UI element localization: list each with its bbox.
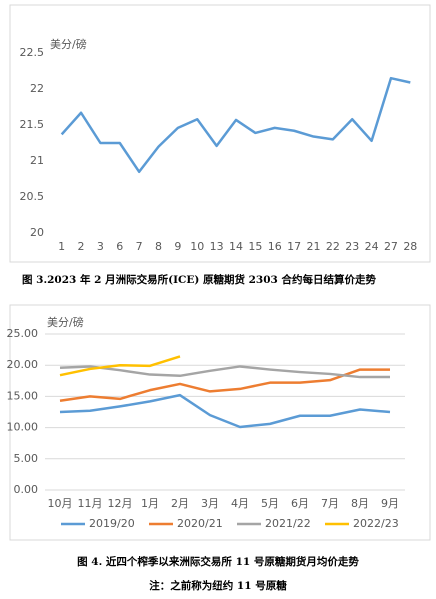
- x-tick-label: 28: [403, 240, 417, 253]
- x-tick-label: 23: [345, 240, 359, 253]
- y-tick-label: 20.00: [7, 358, 39, 371]
- x-tick-label: 9: [174, 240, 181, 253]
- x-tick-label: 7: [136, 240, 143, 253]
- x-tick-label: 11月: [78, 497, 103, 510]
- data-line: [59, 365, 390, 379]
- x-tick-label: 22: [326, 240, 340, 253]
- legend-label: 2019/20: [89, 517, 135, 530]
- data-line: [60, 76, 411, 174]
- y-axis-label: 美分/磅: [50, 37, 87, 51]
- y-tick-label: 21.5: [20, 118, 45, 131]
- x-tick-label: 8月: [351, 497, 369, 510]
- y-tick-label: 20.5: [20, 190, 45, 203]
- data-line: [59, 393, 391, 429]
- x-tick-label: 17: [287, 240, 301, 253]
- y-tick-label: 20: [30, 226, 44, 239]
- chart-frame: [9, 4, 431, 263]
- x-tick-label: 7月: [321, 497, 339, 510]
- x-tick-label: 15: [248, 240, 262, 253]
- y-tick-label: 5.00: [14, 452, 39, 465]
- x-tick-label: 5月: [261, 497, 279, 510]
- y-tick-label: 10.00: [7, 421, 39, 434]
- x-tick-label: 14: [229, 240, 243, 253]
- caption: 图 3.2023 年 2 月洲际交易所(ICE) 原糖期货 2303 合约每日结…: [22, 273, 377, 286]
- x-tick-label: 3月: [201, 497, 219, 510]
- x-tick-label: 10月: [48, 497, 73, 510]
- x-tick-label: 3: [97, 240, 104, 253]
- y-tick-label: 21: [30, 154, 44, 167]
- y-tick-label: 22: [30, 82, 44, 95]
- y-tick-label: 0.00: [14, 483, 39, 496]
- y-tick-label: 22.5: [20, 46, 45, 59]
- x-tick-label: 27: [384, 240, 398, 253]
- x-tick-label: 10: [190, 240, 204, 253]
- y-tick-label: 15.00: [7, 389, 39, 402]
- legend-label: 2020/21: [177, 517, 223, 530]
- legend-label: 2021/22: [265, 517, 311, 530]
- y-axis-label: 美分/磅: [47, 315, 84, 329]
- x-tick-label: 21: [306, 240, 320, 253]
- x-tick-label: 16: [268, 240, 282, 253]
- x-tick-label: 13: [210, 240, 224, 253]
- x-tick-label: 2月: [171, 497, 189, 510]
- chart-frame: [9, 304, 431, 541]
- data-line: [59, 368, 390, 403]
- y-tick-label: 25.00: [7, 327, 39, 340]
- x-tick-label: 8: [155, 240, 162, 253]
- x-tick-label: 9月: [381, 497, 399, 510]
- x-tick-label: 4月: [231, 497, 249, 510]
- note: 注：之前称为纽约 11 号原糖: [149, 579, 287, 592]
- x-tick-label: 1月: [141, 497, 159, 510]
- x-tick-label: 6: [116, 240, 123, 253]
- caption: 图 4. 近四个榨季以来洲际交易所 11 号原糖期货月均价走势: [77, 555, 359, 568]
- x-tick-label: 12月: [108, 497, 133, 510]
- x-tick-label: 1: [58, 240, 65, 253]
- x-tick-label: 24: [365, 240, 379, 253]
- x-tick-label: 2: [78, 240, 85, 253]
- x-tick-label: 6月: [291, 497, 309, 510]
- legend-label: 2022/23: [353, 517, 399, 530]
- data-line: [59, 355, 181, 377]
